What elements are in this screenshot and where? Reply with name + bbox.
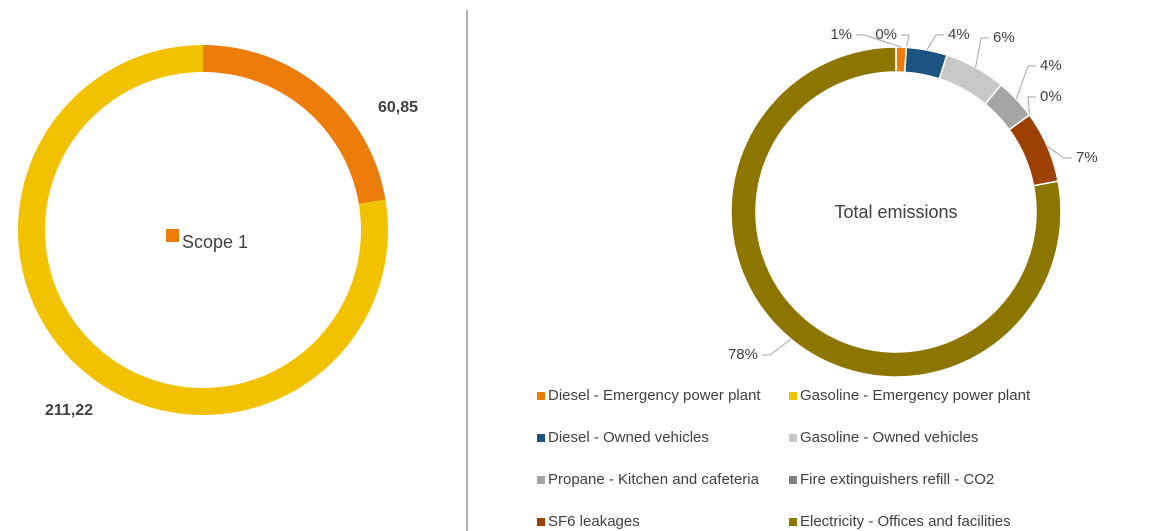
legend-marker [789, 434, 797, 442]
legend-marker [789, 392, 797, 400]
data-label: 4% [948, 26, 970, 43]
leader-line [1047, 146, 1072, 159]
donut-segment [1008, 113, 1059, 187]
data-label: 211,22 [45, 402, 93, 419]
data-label: 60,85 [378, 99, 418, 116]
leader-line [1015, 65, 1036, 100]
donut-segment [730, 46, 1062, 378]
data-label: 7% [1076, 149, 1098, 166]
data-label: 4% [1040, 57, 1062, 74]
legend-marker [789, 518, 797, 526]
leader-line [762, 338, 792, 356]
legend-label: Diesel - Emergency power plant [548, 387, 761, 404]
legend-label: Gasoline - Emergency power plant [800, 387, 1031, 404]
legend-label: Electricity - Offices and facilities [800, 513, 1011, 530]
chart-title: Total emissions [834, 202, 957, 222]
leader-line [926, 34, 944, 51]
legend-label: Gasoline - Owned vehicles [800, 429, 978, 446]
data-label: 1% [830, 26, 852, 43]
legend-marker [537, 434, 545, 442]
leader-line [856, 34, 902, 48]
legend-marker [166, 229, 179, 242]
legend-label: Scope 1 [182, 232, 249, 252]
leader-line [974, 37, 989, 68]
data-label: 0% [875, 26, 897, 43]
legend-label: SF6 leakages [548, 513, 640, 530]
leader-line [1027, 96, 1036, 116]
leader-line [901, 34, 910, 48]
legend-marker [537, 518, 545, 526]
donut-segment [203, 45, 386, 204]
legend-marker [537, 392, 545, 400]
legend-label: Propane - Kitchen and cafeteria [548, 471, 760, 488]
data-label: 78% [728, 346, 758, 363]
data-label: 0% [1040, 88, 1062, 105]
legend-label: Diesel - Owned vehicles [548, 429, 709, 446]
legend-marker [537, 476, 545, 484]
data-label: 6% [993, 29, 1015, 46]
legend-label: Fire extinguishers refill - CO2 [800, 471, 994, 488]
legend-marker [789, 476, 797, 484]
